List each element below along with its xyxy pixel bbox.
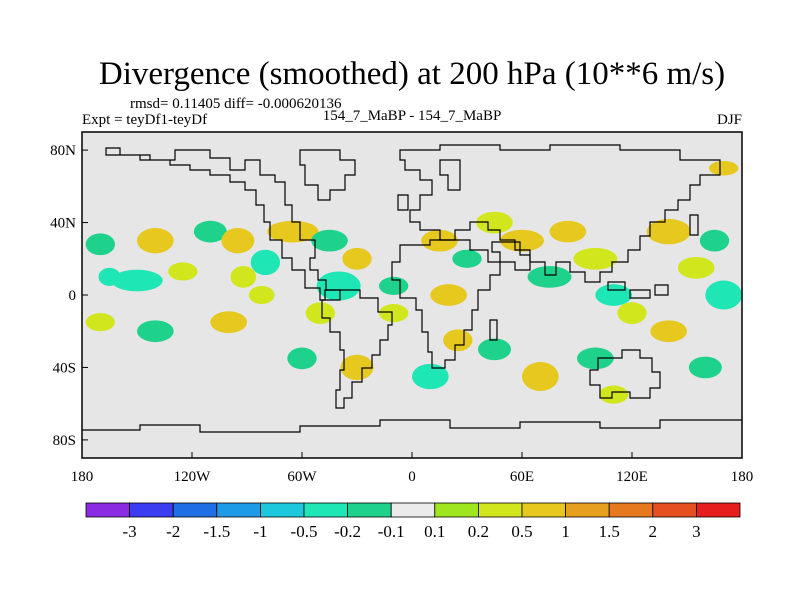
- y-tick-label: 80S: [53, 433, 76, 449]
- colorbar-swatch: [303, 502, 348, 518]
- colorbar-label: 2: [649, 522, 658, 541]
- divergence-blob: [168, 262, 198, 281]
- colorbar-swatch: [347, 502, 392, 518]
- divergence-blob: [595, 284, 633, 306]
- divergence-blob: [549, 220, 587, 243]
- colorbar-label: 0.1: [424, 522, 445, 541]
- colorbar-swatch: [390, 502, 436, 518]
- divergence-field: [85, 160, 742, 404]
- divergence-blob: [311, 229, 348, 252]
- divergence-blob: [430, 284, 467, 306]
- colorbar-label: -1.5: [203, 522, 230, 541]
- divergence-blob: [573, 247, 618, 270]
- divergence-blob: [443, 329, 473, 352]
- x-tick-label: 180: [731, 469, 754, 485]
- divergence-blob: [85, 233, 116, 256]
- x-tick-label: 60W: [287, 469, 317, 485]
- divergence-blob: [500, 229, 544, 252]
- divergence-blob: [137, 227, 174, 254]
- divergence-blob: [478, 338, 511, 361]
- season-label: DJF: [717, 112, 742, 128]
- colorbar-label: -0.1: [378, 522, 405, 541]
- divergence-blob: [688, 356, 722, 379]
- divergence-blob: [316, 271, 361, 301]
- colorbar-swatch: [521, 502, 566, 518]
- x-tick-label: 180: [71, 469, 94, 485]
- divergence-blob: [527, 266, 572, 288]
- colorbar-swatch: [652, 502, 697, 518]
- divergence-blob: [412, 363, 449, 390]
- x-axis-ticks: 180 120W 60W 0 60E 120E 180: [71, 452, 754, 485]
- colorbar: -3 -2 -1.5 -1 -0.5 -0.2 -0.1 0.1 0.2 0.5 1 1.5 2 3: [85, 502, 741, 541]
- case-label: 154_7_MaBP - 154_7_MaBP: [323, 108, 502, 124]
- divergence-blob: [577, 347, 614, 370]
- divergence-blob: [111, 269, 163, 292]
- colorbar-label: -2: [166, 522, 180, 541]
- y-tick-label: 80N: [50, 143, 76, 159]
- stats-label: rmsd= 0.11405 diff= -0.000620136: [130, 96, 342, 112]
- divergence-blob: [193, 220, 227, 243]
- x-tick-label: 120W: [174, 469, 212, 485]
- colorbar-label: 3: [692, 522, 701, 541]
- y-axis-ticks: 80N 40N 0 40S 80S: [50, 143, 88, 449]
- y-tick-label: 40S: [53, 360, 76, 376]
- divergence-blob: [677, 256, 715, 279]
- divergence-blob: [305, 302, 336, 324]
- y-tick-label: 0: [69, 288, 77, 304]
- divergence-blob: [250, 249, 280, 276]
- divergence-blob: [705, 280, 742, 310]
- colorbar-label: -0.5: [291, 522, 318, 541]
- chart-title: Divergence (smoothed) at 200 hPa (10**6 …: [99, 56, 725, 92]
- x-tick-label: 0: [408, 469, 416, 485]
- divergence-blob: [210, 311, 248, 334]
- colorbar-label: -0.2: [334, 522, 361, 541]
- y-tick-label: 40N: [50, 216, 76, 232]
- divergence-blob: [340, 354, 374, 381]
- divergence-blob: [699, 229, 730, 252]
- divergence-blob: [267, 220, 319, 243]
- divergence-blob: [230, 266, 257, 288]
- divergence-blob: [646, 218, 691, 245]
- divergence-blob: [476, 211, 513, 234]
- colorbar-swatch: [696, 502, 741, 518]
- colorbar-swatch: [259, 502, 305, 518]
- colorbar-swatch: [608, 502, 654, 518]
- colorbar-label: 1.5: [599, 522, 620, 541]
- experiment-label: Expt = teyDf1-teyDf: [82, 112, 207, 128]
- divergence-blob: [617, 302, 647, 324]
- divergence-blob: [221, 227, 255, 254]
- colorbar-label: -1: [253, 522, 267, 541]
- colorbar-swatch: [129, 502, 174, 518]
- divergence-blob: [85, 313, 116, 332]
- divergence-blob: [650, 320, 688, 343]
- divergence-blob: [137, 320, 174, 343]
- colorbar-swatch: [434, 502, 479, 518]
- divergence-blob: [599, 385, 629, 404]
- divergence-blob: [522, 362, 559, 391]
- divergence-blob: [379, 304, 409, 323]
- coastlines: [82, 144, 742, 433]
- colorbar-label: 0.5: [511, 522, 532, 541]
- divergence-blob: [452, 249, 482, 268]
- divergence-blob: [421, 229, 458, 252]
- x-tick-label: 60E: [510, 469, 534, 485]
- divergence-blob: [342, 247, 372, 270]
- colorbar-swatch: [216, 502, 261, 518]
- divergence-blob: [379, 276, 409, 296]
- divergence-blob: [709, 160, 739, 176]
- colorbar-swatch: [85, 502, 130, 518]
- colorbar-swatch: [477, 502, 523, 518]
- colorbar-label: -3: [123, 522, 137, 541]
- colorbar-swatch: [172, 502, 218, 518]
- colorbar-label: 1: [561, 522, 570, 541]
- colorbar-swatch: [565, 502, 610, 518]
- divergence-blob: [287, 347, 317, 370]
- map-background: [82, 132, 742, 458]
- colorbar-label: 0.2: [468, 522, 489, 541]
- divergence-blob: [248, 285, 275, 305]
- x-tick-label: 120E: [616, 469, 648, 485]
